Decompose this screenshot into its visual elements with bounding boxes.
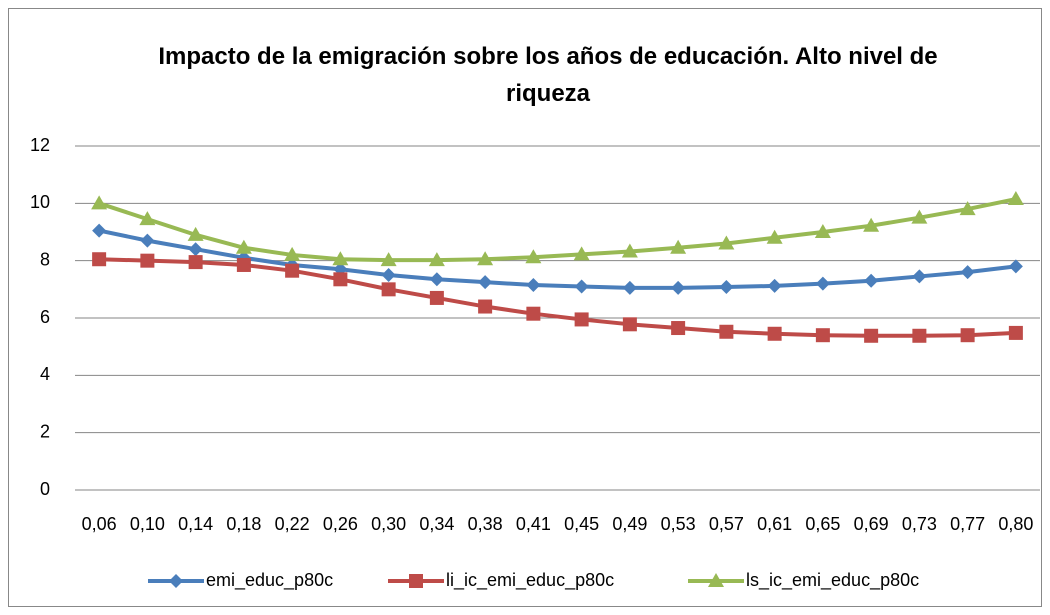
marker: [429, 272, 444, 287]
x-tick-label: 0,80: [998, 514, 1033, 534]
x-tick-label: 0,65: [805, 514, 840, 534]
marker: [140, 233, 155, 248]
marker: [960, 265, 975, 280]
x-tick-label: 0,73: [902, 514, 937, 534]
marker: [1007, 191, 1024, 206]
x-tick-label: 0,18: [226, 514, 261, 534]
x-tick-label: 0,38: [468, 514, 503, 534]
y-tick-label: 10: [30, 192, 50, 212]
marker: [478, 299, 493, 314]
marker: [766, 229, 783, 244]
marker: [574, 279, 589, 294]
marker: [380, 252, 397, 267]
marker: [814, 224, 831, 238]
marker: [621, 243, 638, 258]
marker: [670, 239, 687, 254]
y-tick-label: 4: [40, 364, 50, 384]
marker: [767, 278, 782, 293]
marker: [333, 272, 348, 287]
marker: [1008, 259, 1023, 274]
legend-label: ls_ic_emi_educ_p80c: [746, 570, 919, 591]
marker: [285, 263, 300, 278]
marker: [718, 235, 735, 250]
marker: [767, 326, 782, 341]
marker: [526, 278, 541, 293]
marker: [815, 328, 830, 343]
marker: [188, 242, 203, 257]
marker: [574, 312, 589, 327]
x-tick-label: 0,57: [709, 514, 744, 534]
marker: [381, 268, 396, 282]
y-tick-label: 12: [30, 135, 50, 155]
x-tick-label: 0,41: [516, 514, 551, 534]
series-line: [98, 228, 1017, 290]
marker: [139, 211, 156, 226]
marker: [236, 257, 251, 272]
marker: [525, 249, 542, 264]
marker: [573, 246, 590, 261]
marker: [284, 246, 301, 261]
marker: [92, 223, 107, 238]
marker: [188, 255, 203, 270]
marker: [478, 275, 493, 290]
marker: [708, 573, 724, 587]
marker: [912, 269, 927, 284]
marker: [622, 280, 637, 295]
x-tick-label: 0,10: [130, 514, 165, 534]
marker: [187, 226, 204, 241]
x-tick-label: 0,45: [564, 514, 599, 534]
marker: [960, 328, 975, 343]
marker: [428, 252, 445, 267]
marker: [332, 251, 349, 266]
x-tick-label: 0,77: [950, 514, 985, 534]
marker: [912, 328, 927, 343]
x-tick-label: 0,30: [371, 514, 406, 534]
x-tick-label: 0,14: [178, 514, 213, 534]
x-tick-label: 0,53: [661, 514, 696, 534]
marker: [526, 306, 541, 321]
chart-title: Impacto de la emigración sobre los años …: [158, 43, 938, 107]
x-tick-label: 0,26: [323, 514, 358, 534]
marker: [864, 328, 879, 343]
x-tick-label: 0,22: [275, 514, 310, 534]
x-tick-label: 0,06: [82, 514, 117, 534]
y-tick-label: 2: [40, 421, 50, 441]
marker: [235, 239, 252, 254]
marker: [911, 209, 928, 224]
marker: [863, 217, 880, 232]
marker: [719, 280, 734, 295]
marker: [140, 253, 155, 268]
legend-label: emi_educ_p80c: [206, 570, 333, 591]
y-tick-label: 8: [40, 249, 50, 269]
marker: [169, 574, 183, 588]
marker: [719, 324, 734, 339]
x-tick-label: 0,61: [757, 514, 792, 534]
y-tick-label: 0: [40, 479, 50, 499]
marker: [671, 321, 686, 336]
marker: [91, 195, 108, 210]
y-tick-label: 6: [40, 307, 50, 327]
marker: [622, 317, 637, 332]
marker: [959, 201, 976, 216]
marker: [671, 280, 686, 295]
series-line: [98, 197, 1017, 263]
marker: [381, 282, 396, 297]
marker: [815, 276, 830, 291]
x-tick-label: 0,49: [612, 514, 647, 534]
marker: [429, 290, 444, 305]
x-tick-label: 0,34: [419, 514, 454, 534]
chart-frame: [8, 8, 1042, 607]
marker: [1008, 325, 1023, 340]
series-line: [99, 257, 1016, 338]
marker: [409, 574, 423, 588]
marker: [477, 251, 494, 266]
x-tick-label: 0,69: [854, 514, 889, 534]
marker: [92, 252, 107, 267]
marker: [864, 273, 879, 288]
legend-label: li_ic_emi_educ_p80c: [446, 570, 614, 591]
